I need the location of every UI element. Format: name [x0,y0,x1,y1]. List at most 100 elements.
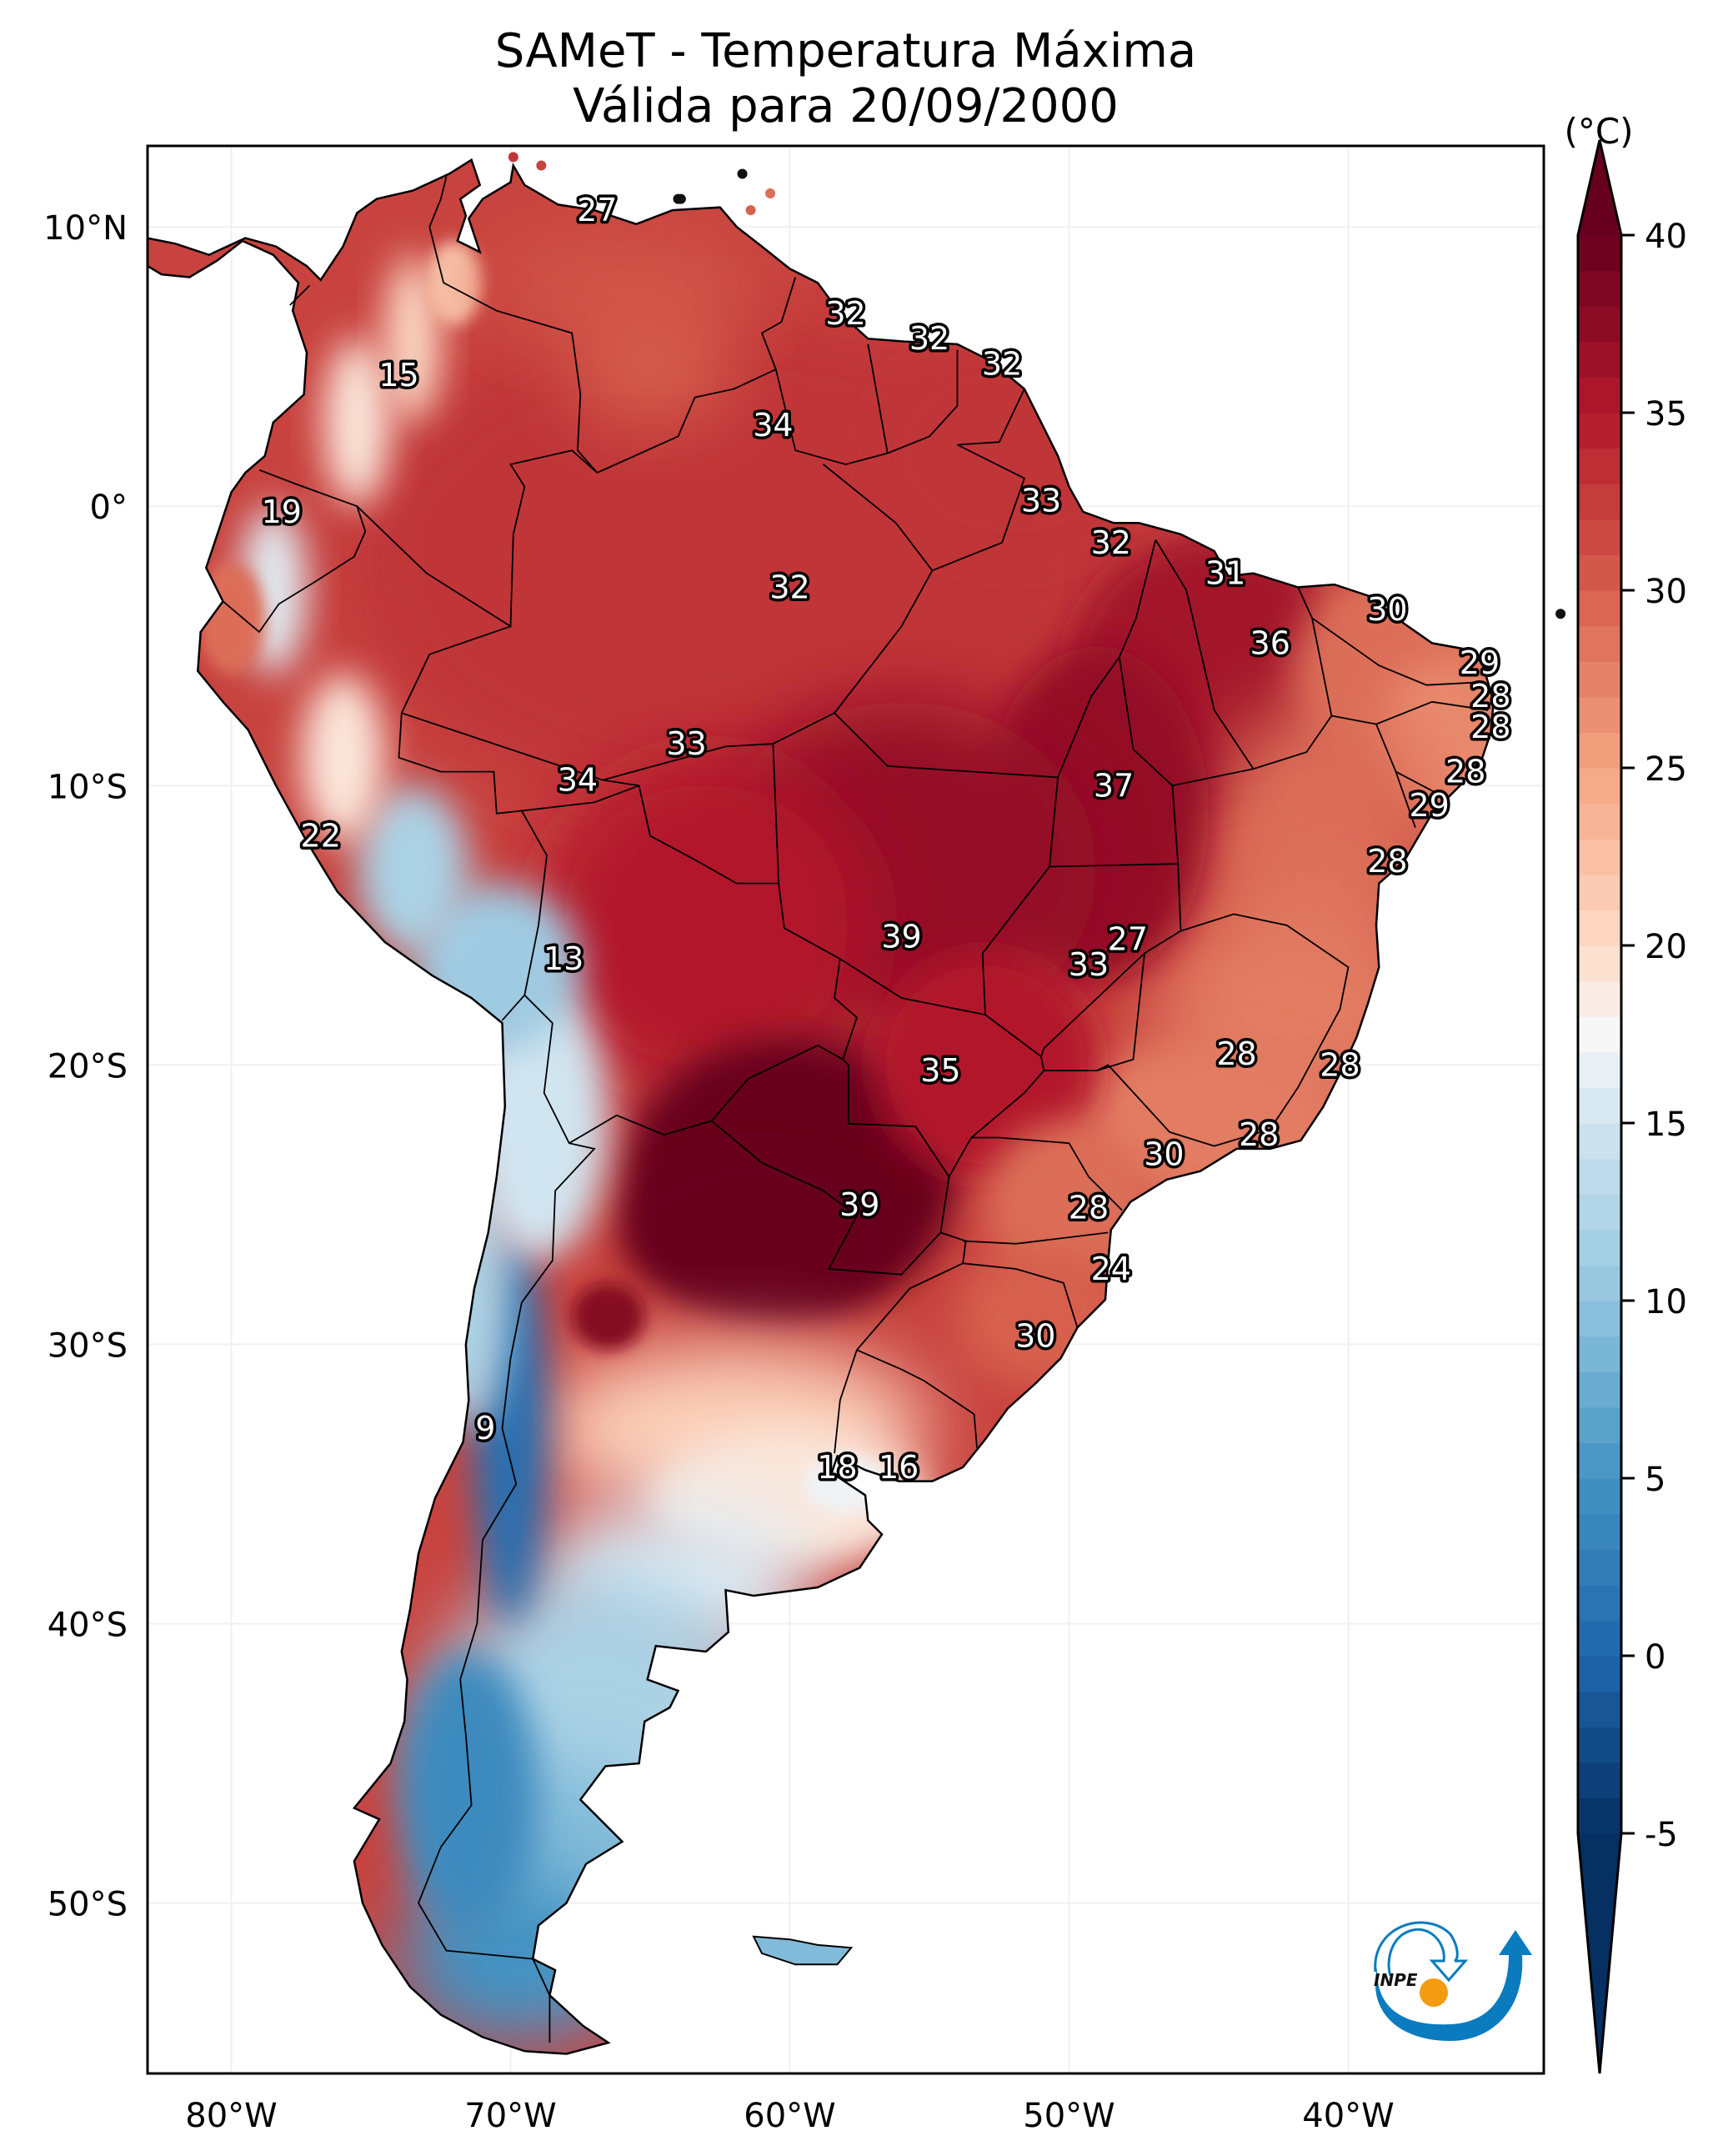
border-line [772,744,779,884]
island [765,188,776,198]
temperature-field [148,159,1494,2054]
temperature-label: 29 [1409,787,1449,824]
temperature-label: 32 [825,295,865,332]
field-patch [323,338,391,507]
colorbar-step [1578,1123,1621,1160]
border-line [401,712,639,787]
temperature-label: 27 [1108,921,1148,958]
temperature-label: 24 [1091,1251,1131,1287]
colorbar-step [1578,1584,1621,1621]
border-line [398,625,548,1021]
colorbar-step [1578,1762,1621,1798]
border-line [1096,1064,1215,1147]
temperature-label: 27 [577,192,617,228]
field-patch [301,674,385,842]
colorbar-tick-label: 0 [1645,1638,1665,1677]
border-line [418,994,596,2043]
colorbar-step [1578,874,1621,910]
colorbar-step [1578,1656,1621,1692]
colorbar-step [1578,1727,1621,1763]
temperature-label: 13 [543,940,584,977]
temperature-label: 32 [909,320,949,357]
colorbar-tick-label: 30 [1645,573,1687,611]
colorbar-step [1578,1513,1621,1550]
island [675,193,686,204]
temperature-label: 28 [1445,754,1485,790]
logo-orbit-icon [1374,1921,1469,1983]
x-tick-label: 40°W [1302,2097,1394,2135]
colorbar-unit-label: (°C) [1564,111,1633,152]
colorbar-step [1578,590,1621,627]
colorbar-tick-label: 15 [1645,1106,1687,1144]
colorbar-tick-label: 25 [1645,750,1687,789]
y-tick-label: 30°S [48,1326,128,1365]
colorbar-step [1578,1478,1621,1515]
colorbar-step [1578,1229,1621,1266]
colorbar-step [1578,377,1621,414]
colorbar-tick-label: 5 [1645,1461,1665,1499]
border-line [948,1014,1045,1177]
border-line [1155,539,1255,770]
x-tick-label: 60°W [744,2097,835,2135]
temperature-label: 19 [262,494,302,530]
colorbar-step [1578,945,1621,982]
colorbar-tick-label: 10 [1645,1283,1687,1321]
colorbar: 40 35 30 25 20 15 10 5 0 -5 (°C) [1564,111,1687,2074]
temperature-label: 15 [378,357,418,394]
inpe-logo: INPE [1374,1921,1532,2041]
colorbar-ticks: 40 35 30 25 20 15 10 5 0 -5 [1621,218,1687,1854]
colorbar-step [1578,768,1621,805]
border-line [1311,617,1480,686]
colorbar-step [1578,1194,1621,1231]
colorbar-steps [1578,140,1621,2073]
y-tick-label: 0° [90,489,128,527]
island [536,160,547,171]
y-tick-label: 10°S [48,768,128,806]
field-patch [538,757,874,1093]
field-patch [384,254,441,423]
temperature-label: 32 [982,345,1022,382]
islands [508,152,1566,1966]
colorbar-step [1578,448,1621,484]
temperature-label: 31 [1205,555,1245,592]
border-line [356,449,598,628]
colorbar-step [1578,235,1621,272]
colorbar-step [1578,661,1621,698]
colorbar-step [1578,910,1621,946]
field-patch [198,562,265,674]
y-tick-label: 40°S [48,1607,128,1645]
temperature-label: 39 [881,918,921,955]
colorbar-extend-max [1578,140,1621,235]
temperature-label: 30 [1144,1136,1184,1173]
border-line [1172,587,1333,787]
colorbar-step [1578,839,1621,875]
colorbar-step [1578,732,1621,769]
border-line [289,284,310,306]
border-line [1044,953,1145,1071]
logo-sun-icon [1420,1978,1448,2007]
colorbar-step [1578,554,1621,591]
border-line [1395,771,1416,828]
field-patch [874,953,1097,1177]
x-tick-label: 70°W [464,2097,556,2135]
coastline [146,158,1495,2055]
country-borders [222,176,1489,2043]
field-patch [572,1282,645,1351]
island [745,205,756,216]
logo-text: INPE [1374,1970,1418,1990]
colorbar-step [1578,1087,1621,1124]
y-tick-label: 50°S [48,1886,128,1924]
colorbar-step [1578,696,1621,733]
border-line [428,176,598,474]
colorbar-tick-label: 35 [1645,395,1687,434]
colorbar-step [1578,625,1621,662]
border-line [1331,700,1489,725]
colorbar-step [1578,1691,1621,1727]
temperature-label: 28 [1239,1116,1279,1153]
colorbar-step [1578,1265,1621,1301]
border-line [856,1349,978,1448]
colorbar-step [1578,1406,1621,1443]
colorbar-step [1578,1158,1621,1195]
y-tick-label: 10°N [43,209,128,248]
